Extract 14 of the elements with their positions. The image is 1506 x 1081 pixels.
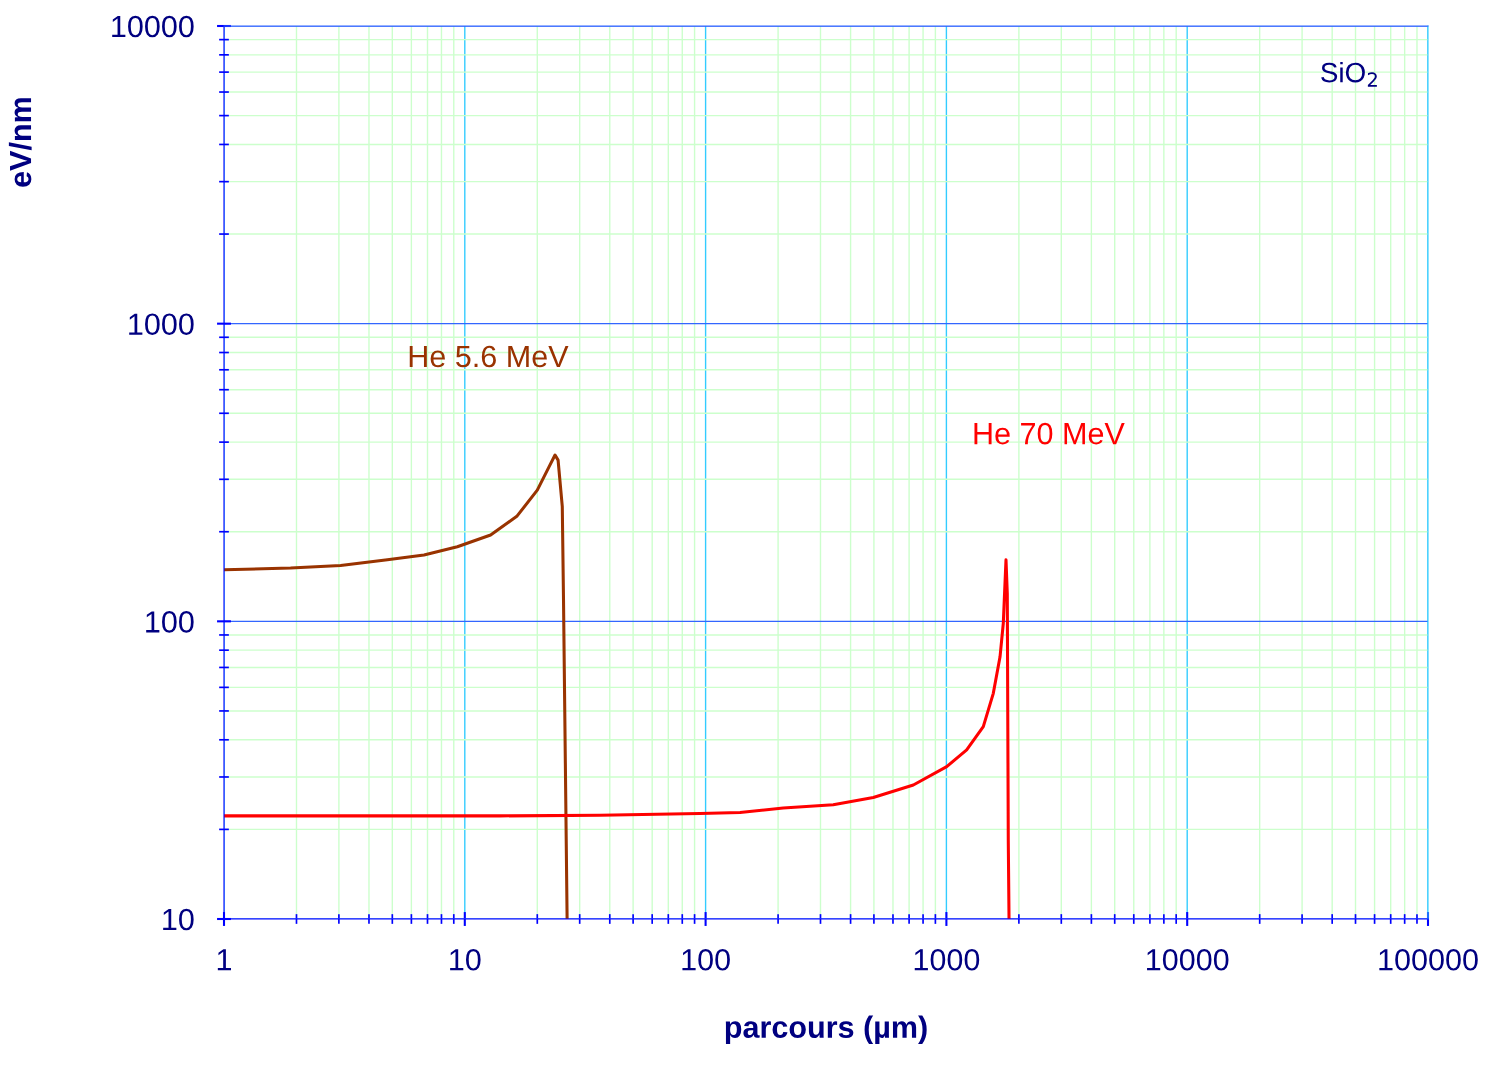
x-tick-label: 100000	[1379, 948, 1478, 971]
x-tick-label: 10	[450, 948, 481, 971]
y-axis-title: eV/nm	[8, 98, 32, 187]
x-tick-label: 10000	[1147, 948, 1229, 971]
y-tick-label: 10000	[112, 15, 194, 38]
x-tick-label: 1	[217, 949, 232, 971]
y-tick-label: 100	[146, 611, 194, 633]
y-tick-label: 1000	[129, 313, 194, 336]
x-tick-label: 1000	[914, 948, 980, 971]
text: He 70 MeV	[974, 422, 1125, 445]
y-tick-label: 10	[163, 908, 194, 931]
x-axis-title: parcours (µm)	[725, 1015, 927, 1045]
annotation: SiO$_{2}$	[1321, 62, 1377, 87]
x-tick-label: 100	[682, 948, 730, 971]
